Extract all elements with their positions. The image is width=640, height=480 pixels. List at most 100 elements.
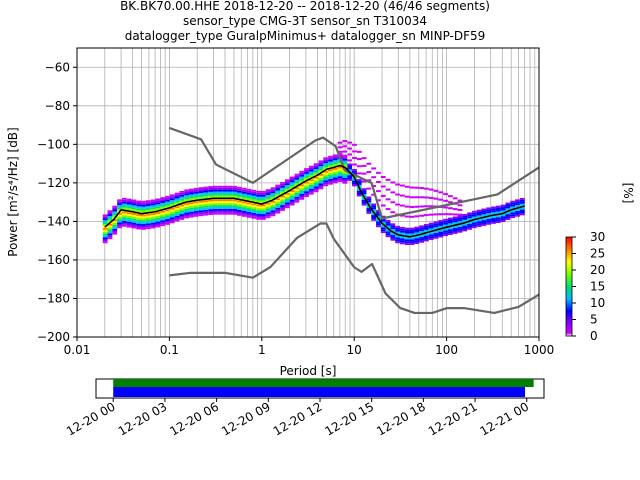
heatmap-cell: [203, 194, 209, 197]
heatmap-cell: [438, 213, 444, 216]
heatmap-cell: [356, 181, 362, 183]
heatmap-cell: [404, 231, 410, 234]
heatmap-cell: [232, 201, 238, 204]
heatmap-cell: [519, 203, 525, 206]
heatmap-cell: [366, 162, 372, 165]
heatmap-cell: [141, 222, 146, 225]
heatmap-cell: [318, 173, 324, 176]
heatmap-cell: [174, 219, 180, 222]
heatmap-cell: [491, 206, 496, 209]
heatmap-cell: [107, 210, 113, 213]
heatmap-cell: [208, 191, 214, 194]
heatmap-cell: [452, 216, 458, 219]
heatmap-cell: [313, 176, 319, 179]
heatmap-cell: [404, 233, 410, 236]
heatmap-cell: [447, 219, 453, 222]
heatmap-cell: [189, 198, 194, 201]
heatmap-cell: [131, 203, 137, 206]
heatmap-cell: [294, 177, 300, 180]
plot-frame: [76, 47, 540, 338]
heatmap-cell: [308, 188, 314, 191]
heatmap-cell: [102, 231, 108, 234]
heatmap-cell: [481, 218, 487, 221]
heatmap-cell: [193, 210, 199, 213]
heatmap-cell: [457, 230, 463, 233]
heatmap-cell: [246, 204, 252, 207]
heatmap-cell: [428, 226, 434, 229]
heatmap-cell: [328, 159, 333, 162]
heatmap-cell: [519, 211, 525, 214]
heatmap-cell: [390, 225, 396, 228]
heatmap-cell: [308, 167, 314, 170]
heatmap-cell: [265, 206, 271, 209]
y-tick-label: −140: [37, 214, 70, 228]
heatmap-cell: [165, 195, 170, 198]
heatmap-cell: [510, 202, 516, 205]
heatmap-cell: [433, 213, 439, 216]
heatmap-cell: [270, 189, 276, 192]
heatmap-cell: [141, 216, 146, 219]
heatmap-cell: [251, 212, 257, 215]
heatmap-cell: [476, 215, 482, 218]
heatmap-cell: [232, 209, 238, 211]
heatmap-cell: [289, 193, 295, 196]
heatmap-cell: [126, 225, 132, 228]
heatmap-cell: [107, 223, 113, 226]
heatmap-cell: [136, 214, 142, 216]
heatmap-cell: [107, 214, 113, 217]
heatmap-cell: [337, 180, 343, 182]
heatmap-cell: [208, 193, 214, 196]
x-axis-ticks: 0.01 0.1 1 10 100 1000: [64, 337, 554, 357]
heatmap-cell: [390, 229, 396, 232]
heatmap-cell: [342, 175, 348, 178]
heatmap-cell: [428, 238, 434, 241]
heatmap-cell: [515, 209, 520, 211]
heatmap-cell: [471, 216, 477, 219]
heatmap-cell: [256, 215, 261, 218]
heatmap-cell: [361, 192, 367, 194]
heatmap-cell: [227, 191, 233, 194]
heatmap-cell: [519, 198, 525, 200]
heatmap-cell: [481, 222, 487, 224]
heatmap-cell: [121, 199, 127, 202]
heatmap-cell: [213, 189, 218, 192]
heatmap-cell: [213, 185, 218, 188]
heatmap-cell: [213, 210, 218, 213]
heatmap-cell: [352, 150, 357, 153]
heatmap-cell: [260, 214, 266, 217]
heatmap-cell: [112, 213, 118, 216]
heatmap-cell: [232, 212, 238, 215]
heatmap-cell: [179, 194, 185, 197]
heatmap-cell: [107, 227, 113, 230]
heatmap-cell: [241, 210, 247, 213]
heatmap-cell: [308, 179, 314, 182]
heatmap-cell: [121, 222, 127, 225]
heatmap-cell: [376, 180, 381, 183]
heatmap-cell: [390, 232, 396, 235]
heatmap-cell: [107, 212, 113, 215]
heatmap-cell: [328, 165, 333, 168]
heatmap-cell: [160, 199, 166, 202]
heatmap-cell: [260, 212, 266, 215]
heatmap-cell: [385, 229, 391, 232]
heatmap-cell: [500, 220, 506, 222]
heatmap-cell: [304, 170, 309, 172]
heatmap-cell: [112, 209, 118, 212]
heatmap-cell: [251, 207, 257, 210]
heatmap-cell: [222, 208, 228, 211]
heatmap-cell: [395, 225, 401, 228]
heatmap-cell: [366, 209, 372, 212]
heatmap-cell: [217, 210, 223, 213]
heatmap-cell: [165, 205, 170, 208]
heatmap-cell: [251, 195, 257, 198]
heatmap-cell: [347, 165, 353, 168]
heatmap-cell: [371, 215, 377, 217]
heatmap-cell: [256, 204, 261, 207]
heatmap-cell: [332, 171, 338, 174]
heatmap-cell: [208, 211, 214, 214]
heatmap-cell: [462, 217, 468, 220]
heatmap-cell: [376, 219, 381, 222]
heatmap-cell: [102, 218, 108, 221]
heatmap-cell: [400, 242, 405, 245]
heatmap-cell: [409, 231, 415, 234]
